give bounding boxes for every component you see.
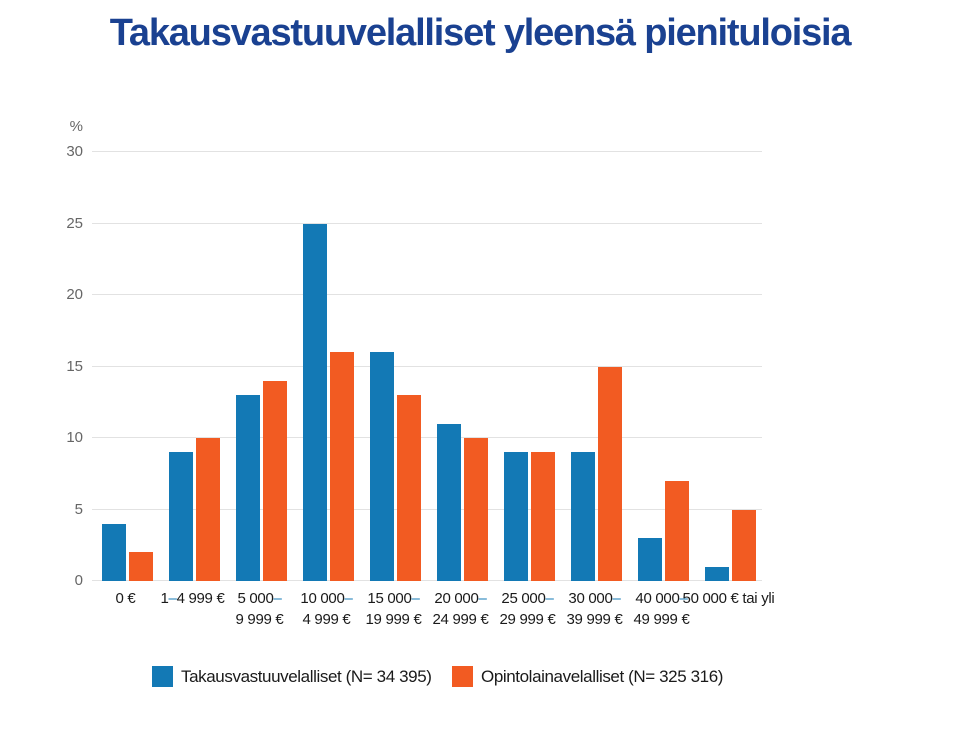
range-dash: –: [545, 590, 554, 607]
legend-item-opintolainavelalliset: Opintolainavelalliset (N= 325 316): [452, 666, 723, 687]
range-dash: –: [168, 590, 177, 607]
bar-blue-4: [370, 352, 394, 581]
y-tick-label-15: 15: [66, 357, 83, 375]
legend-swatch-blue: [152, 666, 173, 687]
x-tick-label-5: 20 000– 24 999 €: [432, 590, 489, 628]
bar-orange-5: [464, 438, 488, 581]
x-tick-label-9: 50 000 € tai yli: [682, 590, 775, 607]
bar-blue-1: [169, 452, 193, 581]
y-axis-unit-label: %: [69, 118, 83, 135]
x-axis-tick-labels: 0 € 1–4 999 € 5 000– 9 999 € 10 000– 4 999 € 1…: [92, 588, 775, 638]
legend: Takausvastuuvelalliset (N= 34 395) Opint…: [0, 666, 960, 690]
legend-item-takausvastuuvelalliset: Takausvastuuvelalliset (N= 34 395): [152, 666, 432, 687]
y-tick-label-0: 0: [74, 572, 83, 589]
bar-orange-3: [330, 352, 354, 581]
range-dash: –: [344, 590, 353, 607]
gridline-25: [92, 222, 762, 224]
range-dash: –: [679, 590, 688, 607]
legend-label-takausvastuuvelalliset: Takausvastuuvelalliset (N= 34 395): [181, 667, 432, 686]
x-tick-label-6: 25 000– 29 999 €: [499, 590, 556, 628]
y-tick-label-5: 5: [74, 500, 83, 518]
legend-swatch-orange: [452, 666, 473, 687]
x-tick-label-3: 10 000– 4 999 €: [300, 590, 353, 628]
range-dash: –: [612, 590, 621, 607]
bar-blue-0: [102, 523, 126, 581]
chart-title: Takausvastuuvelalliset yleensä pienitulo…: [109, 12, 852, 54]
bar-orange-2: [263, 380, 287, 581]
gridline-0: [92, 580, 762, 581]
bar-blue-7: [571, 452, 595, 581]
bar-blue-5: [437, 423, 461, 581]
gridline-15: [92, 365, 762, 367]
y-tick-label-10: 10: [66, 429, 83, 446]
y-tick-label-30: 30: [66, 143, 83, 160]
range-dash: –: [273, 590, 282, 607]
x-tick-label-1: 1–4 999 €: [160, 590, 225, 607]
bar-blue-8: [638, 538, 662, 581]
legend-label-opintolainavelalliset: Opintolainavelalliset (N= 325 316): [481, 667, 724, 686]
bar-orange-1: [196, 438, 220, 581]
x-tick-label-2: 5 000– 9 999 €: [235, 590, 284, 628]
range-dash: –: [411, 590, 420, 607]
bar-blue-9: [705, 566, 729, 581]
bar-blue-6: [504, 452, 528, 581]
range-dash: –: [478, 590, 487, 607]
bar-orange-8: [665, 480, 689, 581]
bar-orange-7: [598, 366, 622, 581]
y-tick-label-25: 25: [66, 214, 83, 232]
bar-blue-2: [236, 395, 260, 581]
gridline-30: [92, 151, 762, 152]
y-tick-label-20: 20: [66, 286, 83, 303]
bar-blue-3: [303, 223, 327, 581]
gridline-20: [92, 294, 762, 295]
x-tick-label-0: 0 €: [115, 590, 136, 607]
gridline-10: [92, 437, 762, 438]
bar-orange-9: [732, 509, 756, 581]
bar-orange-6: [531, 452, 555, 581]
bar-orange-0: [129, 552, 153, 581]
x-tick-label-7: 30 000– 39 999 €: [566, 590, 623, 628]
plot-area: [92, 151, 762, 581]
x-tick-label-4: 15 000– 19 999 €: [365, 590, 422, 628]
gridline-5: [92, 508, 762, 510]
bar-orange-4: [397, 395, 421, 581]
x-tick-label-8: 40 000– 49 999 €: [633, 590, 690, 628]
